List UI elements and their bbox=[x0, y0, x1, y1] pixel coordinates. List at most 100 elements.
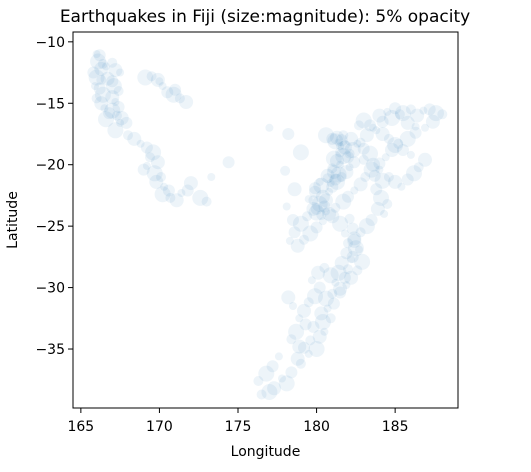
data-point bbox=[354, 253, 371, 270]
y-tick-label: −20 bbox=[35, 158, 65, 174]
data-point bbox=[353, 177, 368, 192]
data-point bbox=[388, 174, 403, 189]
data-point bbox=[320, 168, 335, 183]
data-point bbox=[253, 376, 264, 386]
data-point bbox=[156, 172, 166, 182]
data-point bbox=[169, 83, 182, 96]
data-point bbox=[340, 229, 349, 238]
data-point bbox=[111, 98, 120, 106]
data-point bbox=[97, 58, 108, 69]
data-point bbox=[98, 111, 114, 128]
data-point bbox=[308, 195, 319, 206]
data-point bbox=[329, 173, 342, 186]
data-point bbox=[308, 204, 325, 221]
data-point bbox=[137, 163, 150, 176]
data-point bbox=[266, 360, 279, 373]
data-point bbox=[326, 132, 339, 145]
data-point bbox=[373, 189, 389, 206]
data-point bbox=[295, 358, 306, 369]
data-point bbox=[340, 247, 353, 260]
data-point bbox=[278, 375, 295, 392]
data-point bbox=[91, 93, 102, 104]
data-point bbox=[314, 314, 331, 330]
data-point bbox=[150, 155, 165, 170]
data-point bbox=[353, 139, 362, 148]
data-point bbox=[302, 211, 313, 222]
data-point bbox=[94, 61, 109, 76]
data-point bbox=[290, 238, 305, 253]
data-point bbox=[330, 264, 347, 281]
data-point bbox=[307, 288, 323, 305]
data-point bbox=[376, 115, 389, 128]
data-point bbox=[183, 176, 198, 191]
data-point bbox=[103, 107, 116, 120]
data-point bbox=[315, 177, 324, 186]
data-point bbox=[355, 112, 372, 129]
data-point bbox=[107, 57, 118, 68]
data-point bbox=[292, 215, 309, 232]
data-point bbox=[418, 152, 432, 167]
data-point bbox=[90, 53, 107, 70]
data-point bbox=[355, 227, 366, 238]
data-point bbox=[93, 82, 106, 95]
data-point bbox=[88, 69, 105, 86]
data-point bbox=[113, 86, 124, 96]
data-point bbox=[299, 318, 312, 331]
data-point bbox=[337, 140, 352, 155]
data-point bbox=[207, 173, 216, 181]
data-point bbox=[116, 118, 125, 127]
data-point bbox=[287, 182, 302, 197]
data-point bbox=[309, 185, 321, 198]
data-point bbox=[343, 264, 353, 275]
data-point bbox=[285, 366, 298, 379]
data-point bbox=[397, 182, 406, 191]
data-point bbox=[344, 148, 355, 159]
data-point bbox=[304, 195, 313, 204]
data-point bbox=[289, 302, 297, 310]
data-point bbox=[410, 108, 425, 123]
data-point bbox=[322, 173, 333, 184]
data-point bbox=[384, 110, 400, 126]
data-point bbox=[399, 130, 416, 147]
data-point bbox=[334, 138, 343, 147]
data-point bbox=[342, 281, 351, 290]
data-point bbox=[350, 186, 359, 195]
data-point bbox=[112, 110, 122, 121]
data-point bbox=[93, 49, 106, 62]
data-point bbox=[336, 160, 345, 169]
data-point bbox=[370, 183, 383, 196]
data-point bbox=[94, 86, 111, 103]
data-point bbox=[312, 329, 327, 344]
data-point bbox=[154, 186, 171, 203]
data-point bbox=[106, 75, 119, 88]
data-point bbox=[382, 199, 393, 209]
data-point bbox=[339, 140, 350, 150]
data-point bbox=[278, 374, 286, 383]
data-point bbox=[302, 225, 319, 242]
data-point bbox=[352, 265, 363, 276]
data-point bbox=[326, 180, 339, 193]
data-point bbox=[355, 137, 366, 148]
data-point bbox=[261, 384, 278, 400]
data-point bbox=[310, 221, 323, 234]
data-point bbox=[348, 156, 361, 169]
data-point bbox=[330, 166, 347, 183]
data-point bbox=[102, 62, 110, 71]
data-point bbox=[347, 240, 364, 257]
data-point bbox=[286, 334, 297, 345]
data-point bbox=[393, 138, 404, 149]
data-point bbox=[320, 327, 329, 336]
data-point bbox=[360, 172, 371, 182]
data-point bbox=[342, 190, 354, 203]
chart-title: Earthquakes in Fiji (size:magnitude): 5%… bbox=[60, 7, 470, 27]
data-point bbox=[369, 123, 378, 132]
data-point bbox=[137, 69, 154, 86]
data-point bbox=[342, 151, 354, 164]
data-point bbox=[344, 131, 359, 146]
data-point bbox=[123, 130, 133, 141]
data-point bbox=[285, 236, 294, 245]
data-point bbox=[146, 71, 157, 82]
data-point bbox=[288, 226, 301, 239]
data-point bbox=[336, 142, 345, 151]
data-point bbox=[319, 193, 333, 208]
